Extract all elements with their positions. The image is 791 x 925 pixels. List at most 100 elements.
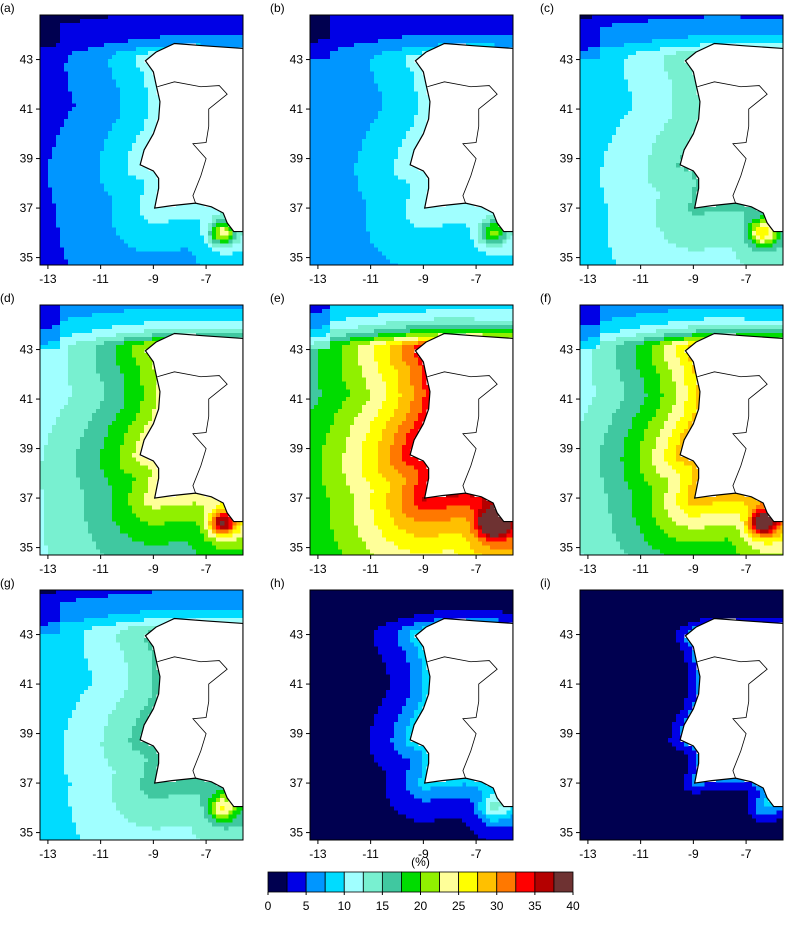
contour-band [216,517,229,530]
y-tick-label: 37 [560,776,574,790]
x-tick-label: -7 [201,562,212,576]
y-tick-label: 37 [290,491,304,505]
contour-band [378,341,513,555]
contour-band [100,43,243,265]
x-tick-label: -11 [632,272,649,286]
contour-band [680,626,783,815]
colorbar-swatch [324,871,345,893]
colorbar: (%) 0 5 10 15 20 25 30 35 40 [265,855,580,913]
x-tick-label: -7 [471,562,482,576]
y-tick-label: 37 [20,201,34,215]
y-tick-label: 39 [560,442,574,456]
map-panel: (b) -13 -11 -9 -7 35 37 39 41 43 [270,1,514,286]
colorbar-swatch [401,871,421,893]
contour-band [580,325,783,555]
y-tick-label: 37 [560,491,574,505]
y-tick-label: 37 [20,491,34,505]
x-tick-label: -7 [741,272,752,286]
y-tick-label: 35 [560,251,574,265]
contour-band [40,309,243,350]
map-panel: (h) -13 -11 -9 -7 35 37 39 41 43 [270,576,514,861]
colorbar-swatch [477,871,498,893]
x-tick-label: -13 [309,562,327,576]
contour-fill [580,305,783,555]
contour-band [310,305,513,338]
map-panel: (i) -13 -11 -9 -7 35 37 39 41 43 [540,576,784,861]
y-tick-label: 41 [20,392,34,406]
land [409,42,513,233]
y-tick-label: 37 [290,201,304,215]
contour-fill [580,590,783,840]
colorbar-tick-label: 15 [376,899,390,913]
colorbar-tick-label: 10 [338,899,352,913]
frame [39,304,244,556]
frame [39,14,244,266]
border [427,371,498,494]
colorbar-swatch [305,871,326,893]
border [697,371,768,494]
frame [39,589,244,841]
colorbar-swatch [381,871,402,893]
contour-band [40,321,243,555]
land [139,42,243,233]
contour-band [310,309,331,330]
y-tick-label: 35 [20,826,34,840]
contour-band [640,337,783,555]
x-tick-label: -7 [201,272,212,286]
y-tick-label: 43 [560,343,574,357]
y-tick-label: 41 [20,677,34,691]
y-tick-label: 39 [20,152,34,166]
x-tick-label: -13 [39,562,57,576]
contour-band [310,35,513,265]
contour-band [40,305,243,346]
contour-band [752,219,777,244]
land [679,332,783,523]
colorbar-swatch [553,871,574,893]
contour-band [212,794,237,819]
contour-band [342,333,483,555]
contour-band [668,618,783,823]
y-tick-label: 41 [560,102,574,116]
y-tick-label: 43 [560,628,574,642]
land [409,617,513,808]
colorbar-swatch [439,871,460,893]
contour-band [676,345,783,538]
border [697,81,768,204]
y-tick-label: 35 [560,541,574,555]
x-tick-label: -11 [362,562,379,576]
map-panel: (e) -13 -11 -9 -7 35 37 39 41 43 [270,291,514,576]
x-tick-label: -13 [39,847,57,861]
panel-label: (i) [540,576,551,590]
colorbar-swatch [420,871,440,893]
y-tick-label: 41 [560,677,574,691]
colorbar-swatch [286,871,307,893]
border [157,656,228,779]
contour-band [40,590,153,627]
contour-band [664,341,783,546]
contour-band [64,618,243,840]
y-tick-label: 39 [290,727,304,741]
contour-fill [580,15,783,265]
contour-band [40,329,243,555]
contour-band [764,798,773,807]
border [427,656,498,779]
y-tick-label: 39 [290,442,304,456]
y-tick-label: 35 [560,826,574,840]
y-tick-label: 35 [290,826,304,840]
x-tick-label: -7 [471,272,482,286]
x-tick-label: -9 [418,562,429,576]
x-tick-label: -9 [418,847,429,861]
contour-band [40,590,243,635]
x-tick-label: -13 [579,272,597,286]
colorbar-swatch [515,871,536,893]
frame [309,14,514,266]
contour-band [422,493,513,538]
frame [309,589,514,841]
x-tick-label: -13 [579,847,597,861]
contour-band [310,309,513,346]
contour-band [394,51,513,256]
contour-band [354,43,513,265]
colorbar-swatch [534,871,555,893]
panel-label: (d) [0,291,15,305]
